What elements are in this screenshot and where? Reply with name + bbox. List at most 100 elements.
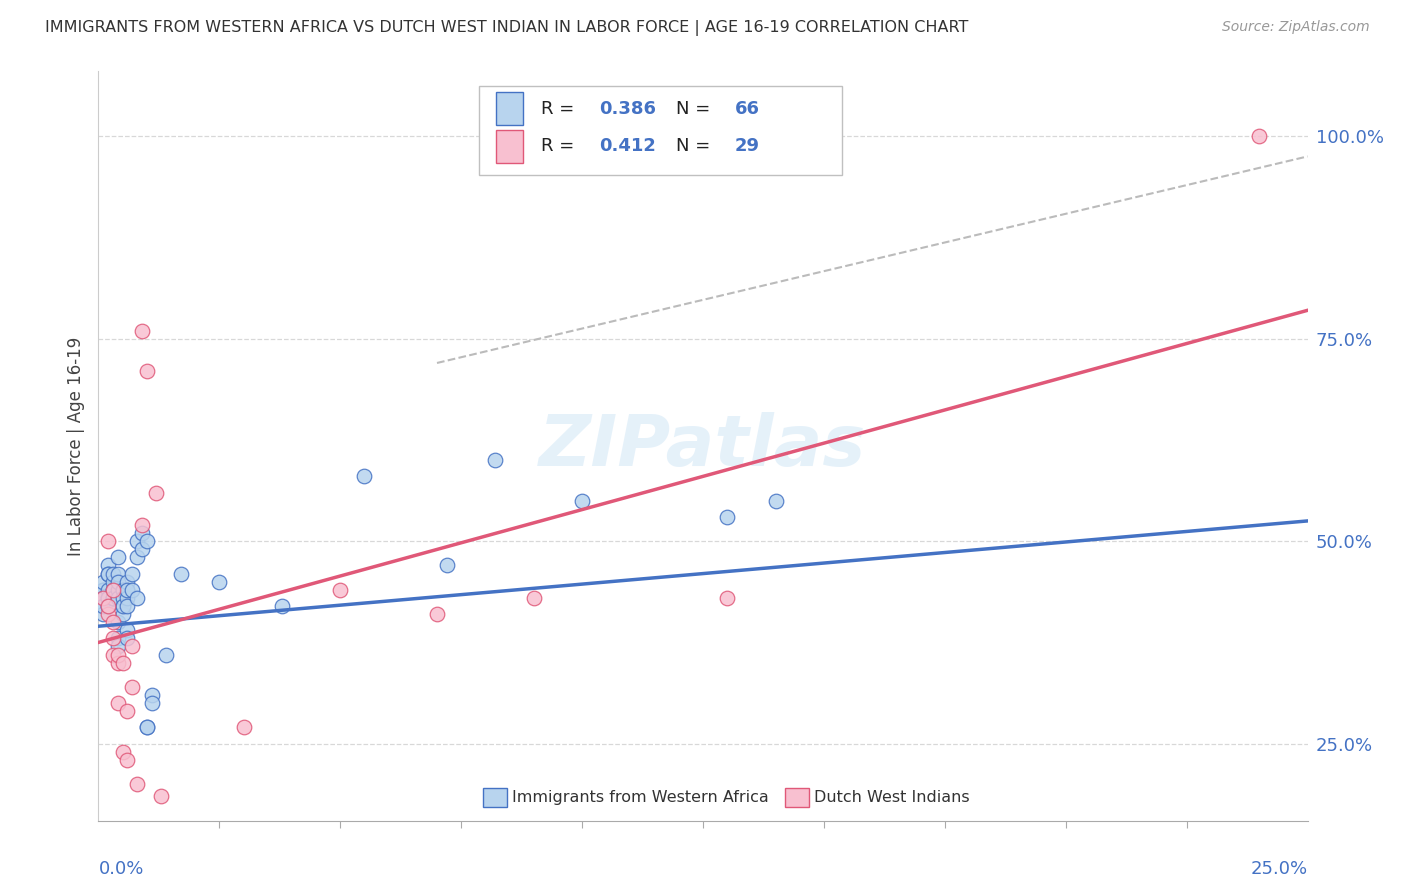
Text: 0.386: 0.386 xyxy=(599,100,657,118)
Point xyxy=(101,648,124,662)
Point xyxy=(91,582,114,597)
Point xyxy=(101,574,124,589)
Point xyxy=(523,591,546,605)
Point xyxy=(145,485,167,500)
Point xyxy=(127,550,149,565)
Text: 0.412: 0.412 xyxy=(599,137,655,155)
FancyBboxPatch shape xyxy=(482,788,508,807)
Point xyxy=(111,599,134,613)
Point xyxy=(101,582,124,597)
Text: 25.0%: 25.0% xyxy=(1250,860,1308,878)
Point xyxy=(716,591,738,605)
Point xyxy=(111,656,134,670)
Point xyxy=(91,591,114,605)
Point xyxy=(91,582,114,597)
Point xyxy=(127,591,149,605)
FancyBboxPatch shape xyxy=(785,788,810,807)
Point xyxy=(121,640,143,654)
Point xyxy=(91,591,114,605)
Text: R =: R = xyxy=(541,100,579,118)
Text: N =: N = xyxy=(676,100,717,118)
Point xyxy=(232,721,254,735)
Point xyxy=(571,493,593,508)
Point xyxy=(121,582,143,597)
Text: Immigrants from Western Africa: Immigrants from Western Africa xyxy=(512,790,769,805)
Point xyxy=(141,688,163,702)
Point xyxy=(111,582,134,597)
Text: 0.0%: 0.0% xyxy=(98,860,143,878)
FancyBboxPatch shape xyxy=(479,87,842,175)
Point xyxy=(353,469,375,483)
Point xyxy=(135,721,157,735)
Point xyxy=(426,607,449,621)
Point xyxy=(91,599,114,613)
Point xyxy=(97,582,120,597)
Point xyxy=(91,599,114,613)
Text: Source: ZipAtlas.com: Source: ZipAtlas.com xyxy=(1222,20,1369,34)
Point xyxy=(135,721,157,735)
Point xyxy=(117,582,139,597)
Point xyxy=(150,789,173,804)
Point xyxy=(131,518,153,533)
Point xyxy=(107,648,129,662)
Point xyxy=(117,582,139,597)
Point xyxy=(271,599,294,613)
Point xyxy=(97,599,120,613)
FancyBboxPatch shape xyxy=(496,130,523,162)
Point xyxy=(107,632,129,646)
Point xyxy=(135,534,157,549)
Point xyxy=(101,615,124,630)
Point xyxy=(101,591,124,605)
Point xyxy=(121,680,143,694)
Point xyxy=(117,591,139,605)
Point xyxy=(97,591,120,605)
Point xyxy=(107,656,129,670)
Point xyxy=(111,582,134,597)
Text: 29: 29 xyxy=(734,137,759,155)
Point xyxy=(107,696,129,710)
Point xyxy=(208,574,231,589)
Text: IMMIGRANTS FROM WESTERN AFRICA VS DUTCH WEST INDIAN IN LABOR FORCE | AGE 16-19 C: IMMIGRANTS FROM WESTERN AFRICA VS DUTCH … xyxy=(45,20,969,36)
Point xyxy=(101,591,124,605)
Point xyxy=(107,591,129,605)
Point xyxy=(91,574,114,589)
Point xyxy=(111,745,134,759)
Point xyxy=(127,777,149,791)
Point xyxy=(97,599,120,613)
Point xyxy=(101,582,124,597)
Point xyxy=(121,566,143,581)
Point xyxy=(1249,129,1271,144)
Point xyxy=(97,566,120,581)
Text: R =: R = xyxy=(541,137,579,155)
Point xyxy=(111,607,134,621)
Point xyxy=(107,615,129,630)
Point xyxy=(765,493,787,508)
Point xyxy=(101,582,124,597)
Point xyxy=(91,607,114,621)
Point xyxy=(135,364,157,378)
Point xyxy=(131,526,153,541)
Point xyxy=(97,558,120,573)
Point xyxy=(91,591,114,605)
Point xyxy=(117,599,139,613)
Point xyxy=(97,599,120,613)
Point xyxy=(107,640,129,654)
Point xyxy=(329,582,352,597)
Point xyxy=(117,624,139,638)
Text: N =: N = xyxy=(676,137,717,155)
Point xyxy=(131,324,153,338)
Point xyxy=(484,453,506,467)
Point xyxy=(169,566,191,581)
Point xyxy=(101,566,124,581)
Point xyxy=(111,599,134,613)
Point xyxy=(117,753,139,767)
Point xyxy=(117,704,139,718)
Y-axis label: In Labor Force | Age 16-19: In Labor Force | Age 16-19 xyxy=(66,336,84,556)
Point xyxy=(141,696,163,710)
Point xyxy=(97,607,120,621)
Point xyxy=(716,509,738,524)
Point xyxy=(127,534,149,549)
Point xyxy=(97,534,120,549)
Point xyxy=(107,550,129,565)
Text: ZIPatlas: ZIPatlas xyxy=(540,411,866,481)
